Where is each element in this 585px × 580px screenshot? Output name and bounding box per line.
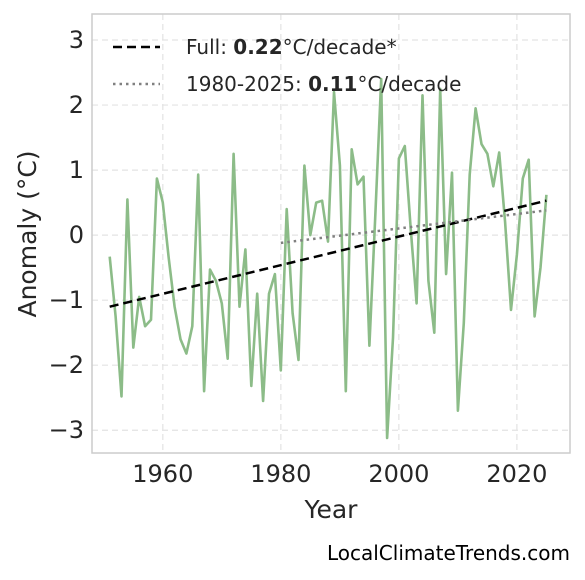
plot-frame (91, 13, 571, 454)
y-tick-label-0: 0 (69, 221, 84, 249)
series-line-annual-anomaly (108, 77, 548, 440)
plot-background (92, 14, 570, 453)
y-tick-label--2: −2 (49, 351, 84, 379)
y-tick-label-2: 2 (69, 91, 84, 119)
y-tick-labels: −3 −2 −1 0 1 2 3 (49, 26, 84, 444)
series-layer (108, 77, 548, 440)
x-tick-label-2000: 2000 (368, 460, 429, 488)
legend-recent-suffix: °C/decade (357, 72, 461, 96)
x-tick-label-1960: 1960 (132, 460, 193, 488)
trend-line-full (109, 199, 547, 308)
legend-full-value: 0.22 (233, 35, 282, 59)
x-tick-label-1980: 1980 (250, 460, 311, 488)
legend: Full: 0.22°C/decade* 1980-2025: 0.11°C/d… (113, 35, 461, 96)
legend-full-prefix: Full: (186, 35, 233, 59)
legend-recent-prefix: 1980-2025: (186, 72, 308, 96)
y-tick-label--1: −1 (49, 286, 84, 314)
y-tick-label-3: 3 (69, 26, 84, 54)
legend-entry-full: Full: 0.22°C/decade* (186, 35, 397, 59)
y-tick-label-1: 1 (69, 156, 84, 184)
x-tick-labels: 1960 1980 2000 2020 (132, 460, 547, 488)
x-axis-label: Year (304, 495, 359, 524)
legend-recent-value: 0.11 (308, 72, 357, 96)
watermark: LocalClimateTrends.com (327, 541, 570, 565)
x-tick-label-2020: 2020 (486, 460, 547, 488)
trend-line-1980-2025 (280, 209, 547, 245)
grid-lines (92, 14, 570, 453)
legend-entry-recent: 1980-2025: 0.11°C/decade (186, 72, 461, 96)
legend-full-suffix: °C/decade* (283, 35, 397, 59)
y-tick-label--3: −3 (49, 416, 84, 444)
y-axis-label: Anomaly (°C) (13, 150, 42, 317)
